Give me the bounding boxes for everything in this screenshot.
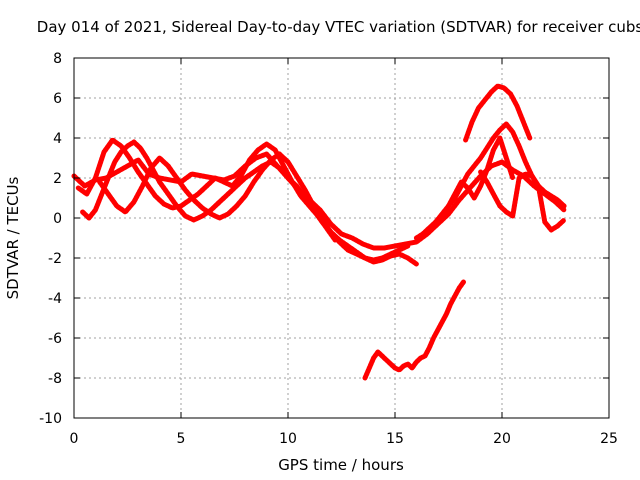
series-track-3 xyxy=(80,139,411,263)
x-tick-label: 20 xyxy=(493,431,511,447)
x-tick-label: 10 xyxy=(279,431,297,447)
y-axis-label: SDTVAR / TECUs xyxy=(4,176,22,299)
x-tick-label: 25 xyxy=(600,431,618,447)
y-tick-label: -6 xyxy=(48,331,62,347)
x-tick-label: 5 xyxy=(177,431,186,447)
y-tick-label: -4 xyxy=(48,291,62,307)
x-tick-label: 15 xyxy=(386,431,404,447)
y-tick-label: 0 xyxy=(53,211,62,227)
grid-layer xyxy=(74,58,609,418)
series-track-7 xyxy=(478,169,567,233)
tick-layer: 0 5 10 15 20 25 -10 -8 -6 -4 -2 0 2 4 6 8 xyxy=(39,51,618,447)
series-track-6 xyxy=(463,83,533,143)
y-tick-label: 4 xyxy=(53,131,62,147)
series-layer xyxy=(71,83,567,381)
y-tick-label: -10 xyxy=(39,411,62,427)
series-track-9 xyxy=(362,279,466,381)
chart-title: Day 014 of 2021, Sidereal Day-to-day VTE… xyxy=(37,18,640,36)
x-axis-label: GPS time / hours xyxy=(278,456,404,474)
x-tick-label: 0 xyxy=(70,431,79,447)
series-track-1 xyxy=(71,151,567,251)
series-track-4 xyxy=(97,151,419,267)
y-tick-label: -8 xyxy=(48,371,62,387)
series-track-8 xyxy=(426,135,516,233)
plot-frame xyxy=(73,57,610,419)
y-tick-label: 6 xyxy=(53,91,62,107)
y-tick-label: 2 xyxy=(53,171,62,187)
y-tick-label: 8 xyxy=(53,51,62,67)
y-tick-label: -2 xyxy=(48,251,62,267)
